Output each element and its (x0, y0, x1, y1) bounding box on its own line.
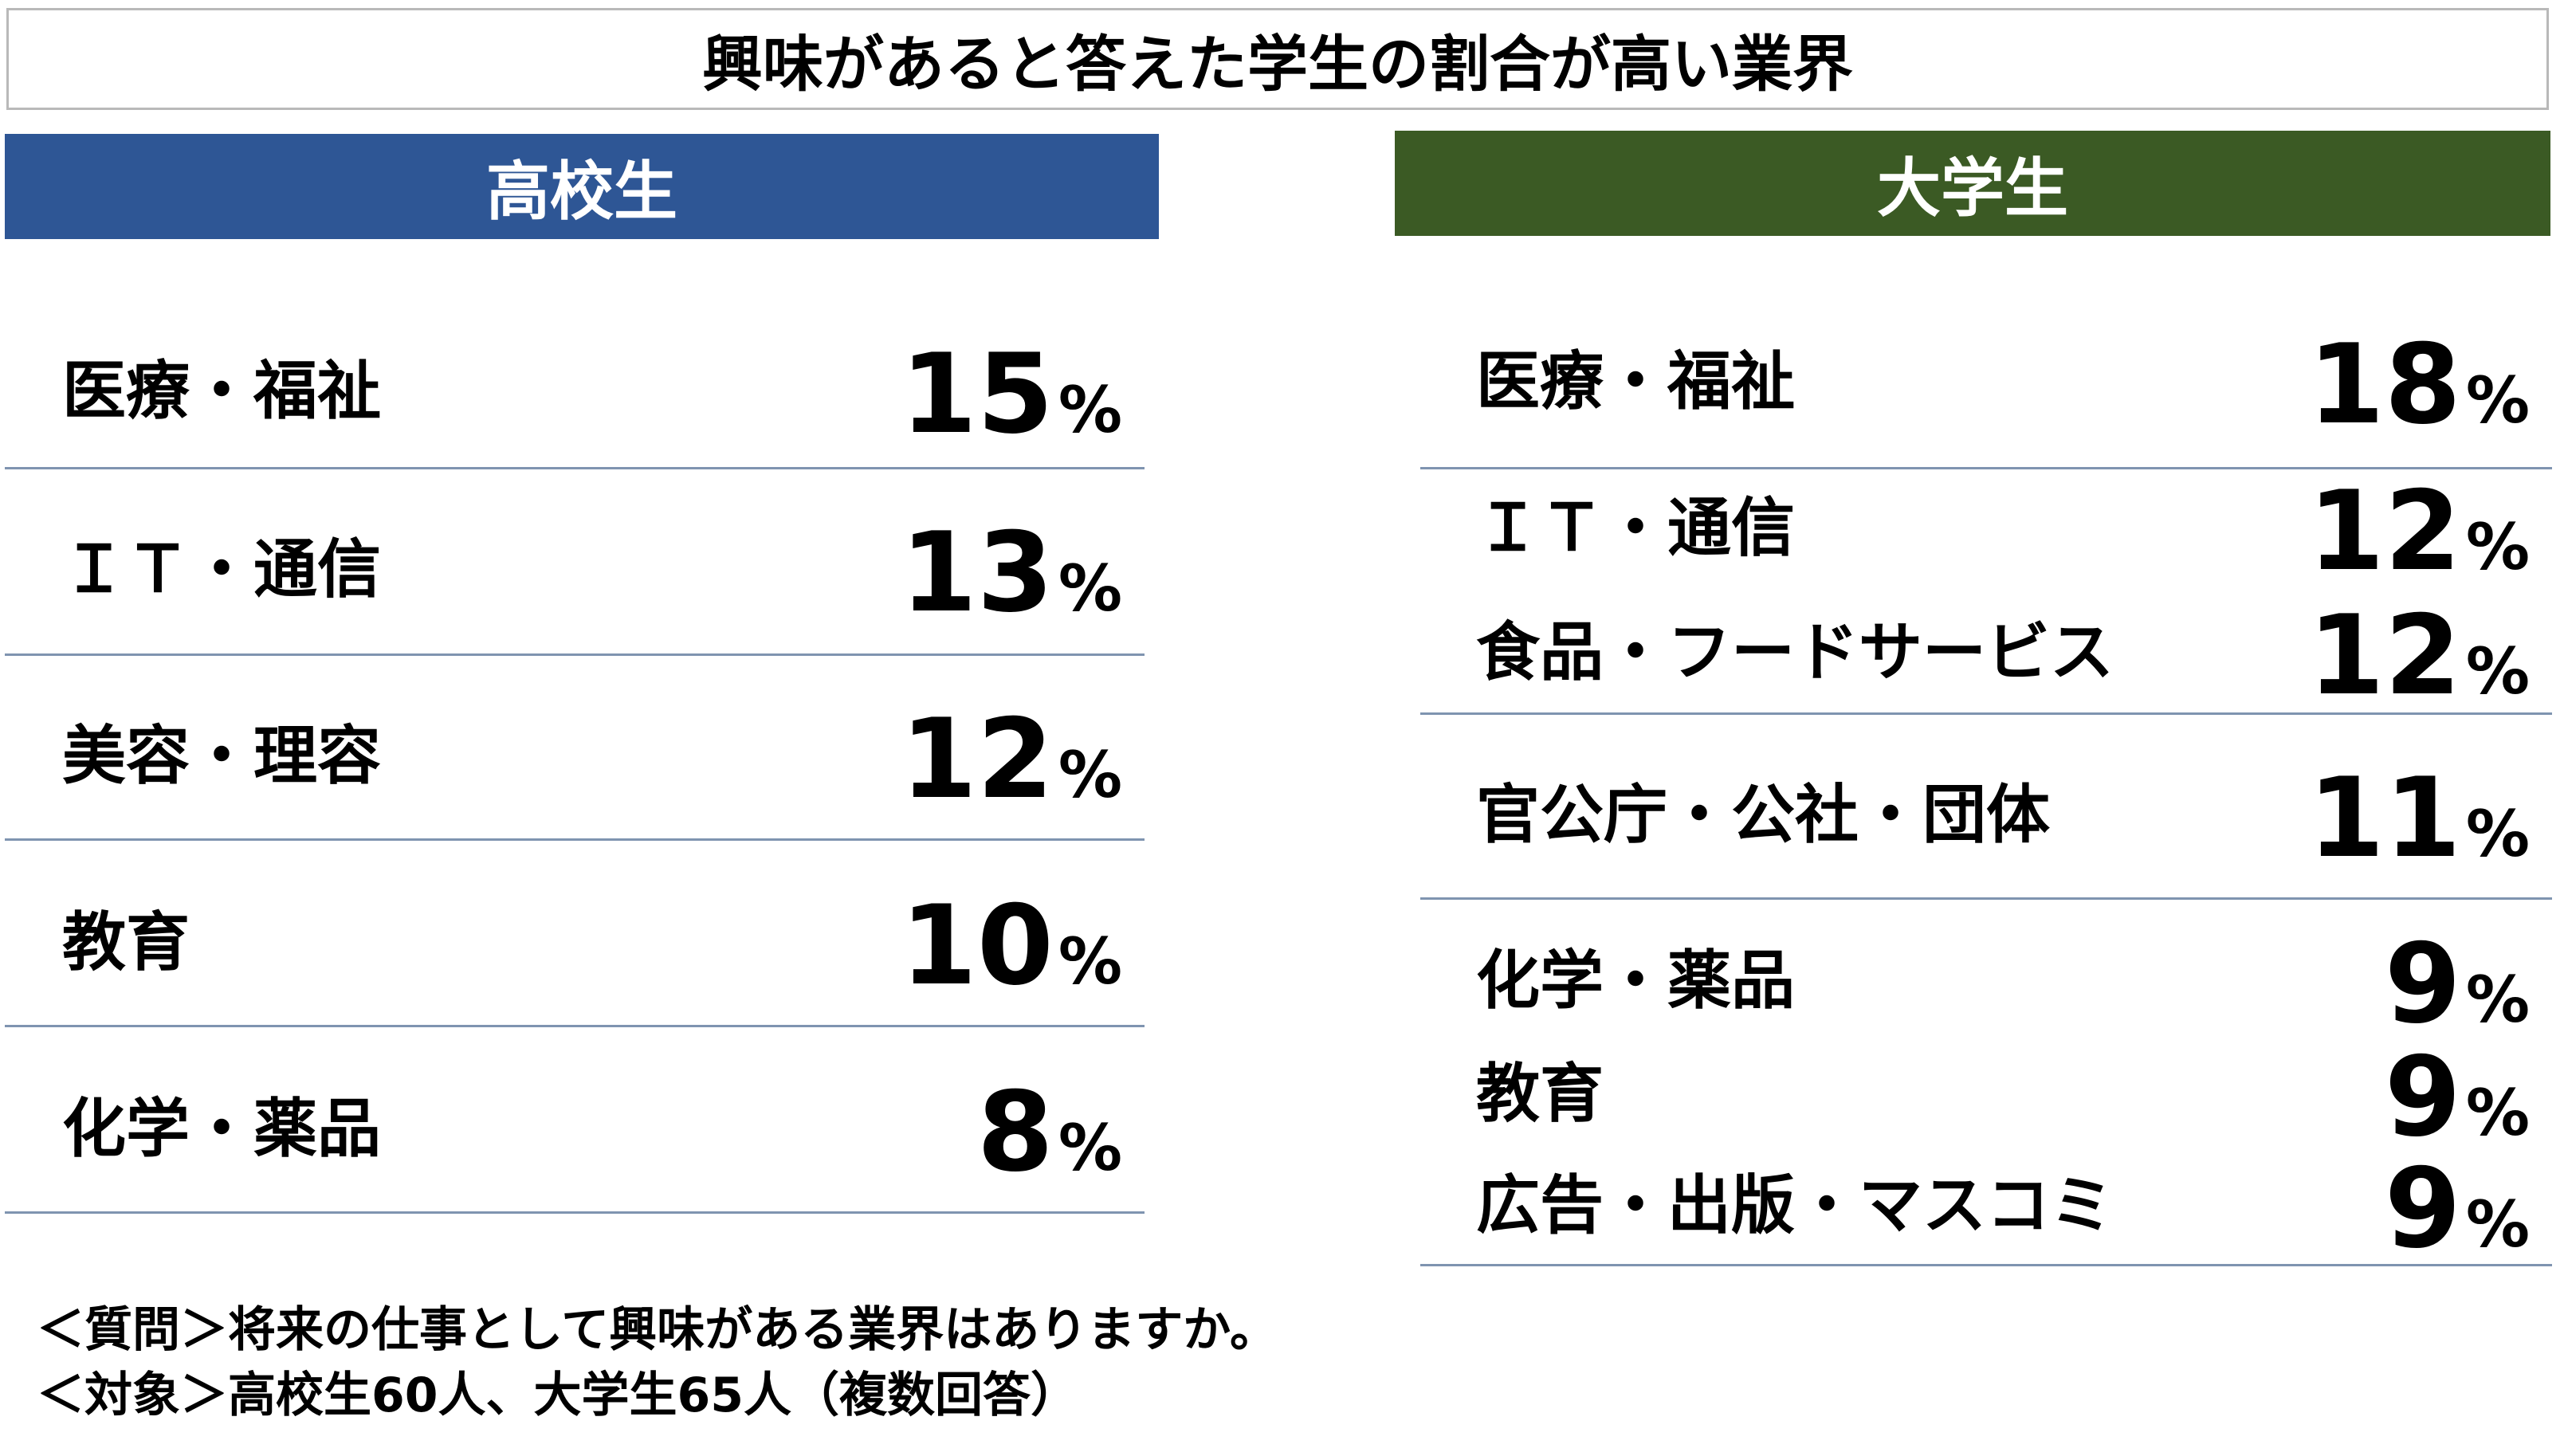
item-label: 化学・薬品 (1476, 944, 1795, 1018)
item-value: 8% (976, 1068, 1122, 1197)
item-label: 化学・薬品 (62, 1092, 381, 1166)
list-item: 化学・薬品 9% (1420, 928, 2552, 1039)
item-value: 13% (900, 508, 1122, 638)
list-item: ＩＴ・通信 12% (1420, 475, 2552, 587)
divider (1420, 1264, 2552, 1266)
divider (5, 1211, 1145, 1214)
high-school-header: 高校生 (5, 134, 1159, 239)
item-label: 教育 (1476, 1057, 1604, 1131)
list-item: 医療・福祉 18% (1420, 320, 2552, 440)
item-label: 医療・福祉 (62, 354, 381, 428)
high-school-list: 医療・福祉 15% ＩＴ・通信 13% 美容・理容 12% 教育 10% 化学・… (5, 279, 1145, 1219)
list-item: ＩＴ・通信 13% (5, 508, 1145, 628)
divider (5, 653, 1145, 656)
item-value: 15% (900, 330, 1122, 459)
item-label: ＩＴ・通信 (1476, 491, 1795, 565)
item-value: 12% (2307, 591, 2530, 720)
divider (5, 1025, 1145, 1027)
university-list: 医療・福祉 18% ＩＴ・通信 12% 食品・フードサービス 12% 官公庁・公… (1420, 279, 2552, 1283)
list-item: 化学・薬品 8% (5, 1068, 1145, 1187)
item-value: 12% (900, 695, 1122, 824)
divider (1420, 712, 2552, 715)
divider (1420, 897, 2552, 900)
list-item: 美容・理容 12% (5, 695, 1145, 814)
divider (1420, 467, 2552, 469)
university-header: 大学生 (1395, 131, 2550, 236)
item-label: 広告・出版・マスコミ (1476, 1168, 2114, 1242)
page-title: 興味があると答えた学生の割合が高い業界 (6, 8, 2549, 110)
item-value: 9% (2384, 1033, 2530, 1162)
list-item: 教育 10% (5, 881, 1145, 1001)
item-label: ＩＴ・通信 (62, 532, 381, 606)
item-label: 食品・フードサービス (1476, 615, 2114, 689)
item-label: 官公庁・公社・団体 (1476, 778, 2050, 852)
list-item: 食品・フードサービス 12% (1420, 599, 2552, 711)
item-value: 12% (2307, 467, 2530, 596)
list-item: 広告・出版・マスコミ 9% (1420, 1152, 2552, 1264)
item-value: 10% (900, 881, 1122, 1011)
item-value: 9% (2384, 920, 2530, 1049)
list-item: 官公庁・公社・団体 11% (1420, 754, 2552, 873)
item-label: 美容・理容 (62, 719, 381, 793)
footnote-question: ＜質問＞将来の仕事として興味がある業界はありますか。 (37, 1302, 1278, 1358)
item-value: 18% (2307, 320, 2530, 449)
item-label: 教育 (62, 905, 190, 979)
item-value: 9% (2384, 1144, 2530, 1274)
footnote-target: ＜対象＞高校生60人、大学生65人（複数回答） (37, 1368, 1078, 1423)
divider (5, 838, 1145, 841)
item-value: 11% (2307, 754, 2530, 883)
item-label: 医療・福祉 (1476, 344, 1795, 418)
list-item: 医療・福祉 15% (5, 330, 1145, 449)
list-item: 教育 9% (1420, 1041, 2552, 1152)
divider (5, 467, 1145, 469)
